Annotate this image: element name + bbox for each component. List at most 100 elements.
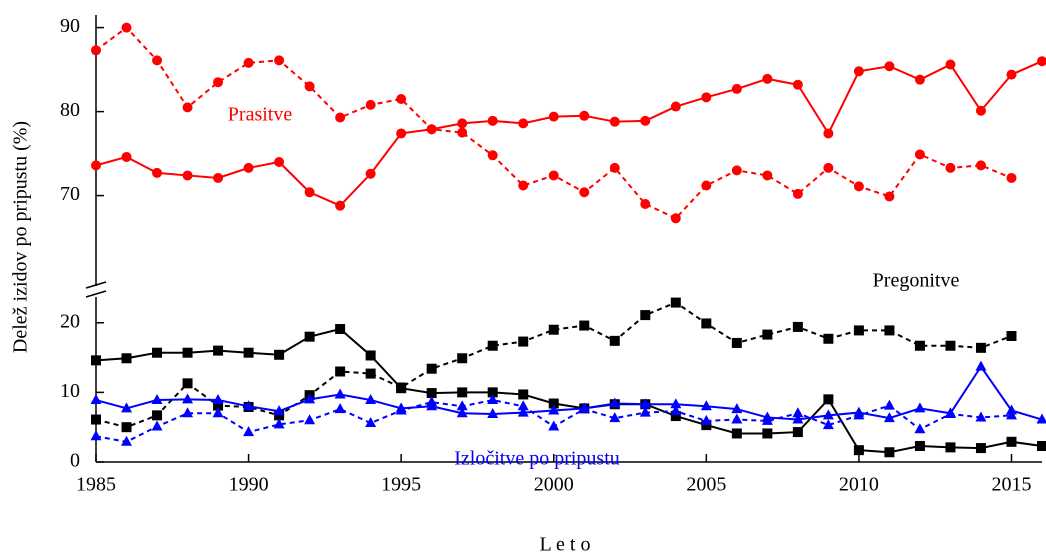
point bbox=[731, 83, 742, 94]
point bbox=[1037, 56, 1046, 67]
point bbox=[1006, 172, 1017, 183]
point bbox=[609, 335, 620, 346]
point bbox=[792, 79, 803, 90]
x-tick-label: 1990 bbox=[229, 474, 269, 496]
point bbox=[273, 405, 285, 416]
point bbox=[396, 128, 407, 139]
point bbox=[152, 55, 163, 66]
point bbox=[762, 170, 773, 181]
point bbox=[182, 407, 194, 418]
point bbox=[1005, 409, 1017, 420]
point bbox=[914, 423, 926, 434]
point bbox=[457, 118, 468, 129]
point bbox=[274, 157, 285, 167]
point bbox=[579, 320, 590, 331]
point bbox=[731, 428, 742, 439]
point bbox=[243, 426, 255, 437]
point bbox=[243, 162, 254, 173]
point bbox=[792, 407, 804, 418]
point bbox=[639, 398, 651, 409]
point bbox=[548, 398, 559, 409]
point bbox=[487, 340, 498, 351]
point bbox=[395, 404, 407, 415]
point bbox=[456, 400, 468, 411]
point bbox=[335, 324, 346, 335]
point bbox=[609, 412, 621, 423]
point bbox=[243, 57, 254, 68]
point bbox=[609, 397, 621, 408]
point bbox=[457, 387, 468, 398]
point bbox=[609, 162, 620, 173]
point bbox=[213, 77, 224, 88]
axis-break bbox=[85, 281, 107, 289]
x-tick-label: 2015 bbox=[991, 474, 1031, 496]
annotation: Izločitve po pripustu bbox=[454, 448, 620, 470]
point bbox=[914, 74, 925, 85]
point bbox=[609, 116, 620, 127]
x-tick-label: 2010 bbox=[839, 474, 879, 496]
point bbox=[426, 396, 438, 407]
point bbox=[640, 199, 651, 209]
point bbox=[853, 445, 864, 456]
point bbox=[426, 363, 437, 374]
point bbox=[304, 414, 316, 425]
point bbox=[639, 406, 651, 417]
x-tick-label: 2005 bbox=[686, 474, 726, 496]
point bbox=[792, 427, 803, 438]
point bbox=[151, 420, 163, 431]
point bbox=[426, 388, 437, 399]
point bbox=[853, 181, 864, 192]
point bbox=[152, 410, 163, 421]
y-tick-label: 10 bbox=[60, 380, 80, 402]
point bbox=[243, 400, 255, 411]
point bbox=[762, 428, 773, 439]
point bbox=[883, 412, 895, 423]
point bbox=[823, 333, 834, 344]
point bbox=[945, 340, 956, 351]
point bbox=[884, 447, 895, 458]
point bbox=[762, 329, 773, 340]
point bbox=[914, 149, 925, 160]
point bbox=[304, 187, 315, 198]
point bbox=[365, 99, 376, 110]
point bbox=[457, 353, 468, 364]
series-line bbox=[95, 60, 1043, 207]
point bbox=[457, 127, 468, 138]
point bbox=[548, 111, 559, 122]
point bbox=[579, 110, 590, 121]
point bbox=[274, 55, 285, 66]
point bbox=[975, 443, 986, 454]
point bbox=[670, 398, 682, 409]
point bbox=[701, 92, 712, 103]
point bbox=[182, 347, 193, 358]
point bbox=[884, 61, 895, 72]
point bbox=[365, 394, 377, 405]
point bbox=[883, 399, 895, 410]
point bbox=[121, 353, 132, 364]
point bbox=[487, 407, 499, 418]
point bbox=[243, 347, 254, 358]
point bbox=[152, 167, 163, 178]
y-tick-label: 90 bbox=[60, 15, 80, 37]
point bbox=[518, 180, 529, 191]
point bbox=[761, 414, 773, 425]
point bbox=[944, 407, 956, 418]
point bbox=[792, 321, 803, 332]
point bbox=[792, 188, 803, 199]
point bbox=[945, 162, 956, 173]
point bbox=[975, 160, 986, 171]
point bbox=[914, 440, 925, 451]
y-axis-label: Delež izidov po pripustu (%) bbox=[10, 121, 32, 353]
y-tick-label: 20 bbox=[60, 310, 80, 332]
point bbox=[213, 345, 224, 356]
point bbox=[304, 81, 315, 92]
point bbox=[91, 355, 101, 366]
point bbox=[152, 347, 163, 358]
point bbox=[517, 406, 529, 417]
y-tick-label: 80 bbox=[60, 99, 80, 121]
point bbox=[884, 325, 895, 336]
point bbox=[456, 407, 468, 418]
point bbox=[304, 331, 315, 342]
series-line bbox=[95, 364, 1043, 421]
point bbox=[334, 388, 346, 399]
